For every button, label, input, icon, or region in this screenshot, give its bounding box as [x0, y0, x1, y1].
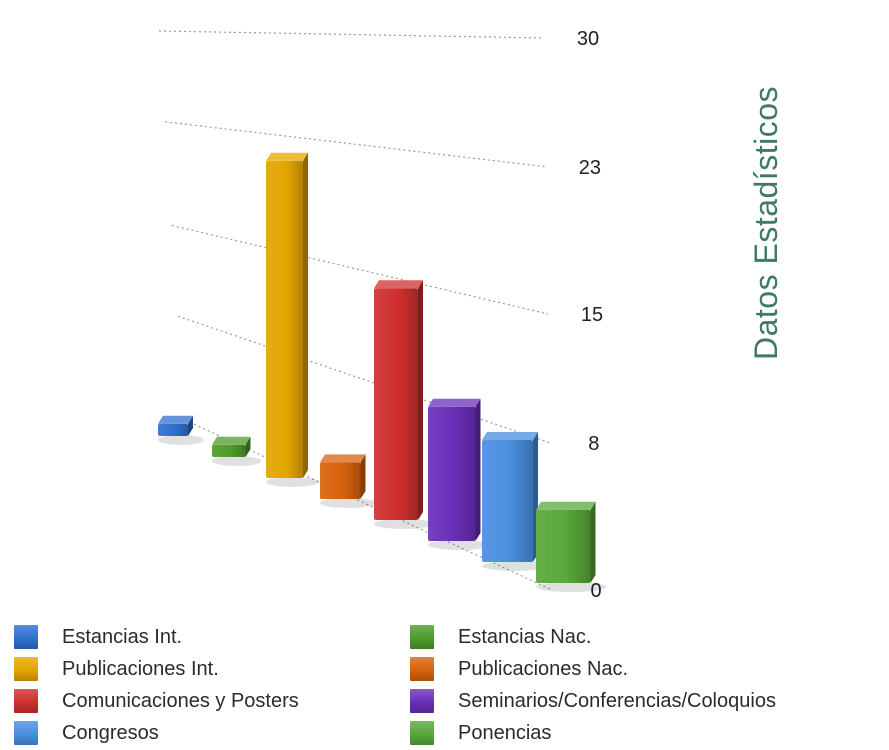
- bar: [428, 398, 492, 550]
- legend-label: Congresos: [62, 721, 159, 744]
- legend-swatch: [14, 689, 38, 713]
- legend-item-ponencias: Ponencias: [410, 720, 551, 746]
- legend: Estancias Int. Estancias Nac. Publicacio…: [0, 620, 889, 750]
- chart-title: Datos Estadísticos: [748, 86, 784, 360]
- y-tick-label: 0: [590, 580, 601, 602]
- legend-item-estancias-int: Estancias Int.: [14, 624, 182, 650]
- legend-item-seminarios: Seminarios/Conferencias/Coloquios: [410, 688, 776, 714]
- legend-item-congresos: Congresos: [14, 720, 159, 746]
- legend-label: Comunicaciones y Posters: [62, 689, 299, 712]
- bar: [212, 436, 262, 466]
- bar: [320, 454, 377, 508]
- legend-swatch: [14, 721, 38, 745]
- legend-swatch: [410, 689, 434, 713]
- bar: [536, 501, 607, 592]
- legend-swatch: [410, 657, 434, 681]
- gridline: [171, 224, 549, 315]
- legend-label: Publicaciones Int.: [62, 657, 219, 680]
- legend-label: Estancias Int.: [62, 625, 183, 648]
- bars: [158, 152, 607, 592]
- legend-swatch: [410, 721, 434, 745]
- y-tick-label: 8: [588, 433, 599, 455]
- bar: [266, 152, 319, 487]
- legend-item-comunicaciones: Comunicaciones y Posters: [14, 688, 299, 714]
- legend-label: Estancias Nac.: [458, 625, 592, 648]
- gridline: [164, 121, 546, 168]
- gridline: [158, 30, 545, 39]
- y-tick-label: 23: [579, 157, 601, 179]
- y-tick-label: 30: [577, 28, 599, 50]
- bar: [158, 415, 204, 445]
- legend-label: Seminarios/Conferencias/Coloquios: [458, 689, 776, 712]
- gridline: [177, 315, 551, 444]
- legend-label: Publicaciones Nac.: [458, 657, 629, 680]
- y-axis-ticks: 0 8 15 23 30: [577, 28, 603, 602]
- bar: [374, 280, 434, 529]
- gridlines: [158, 30, 553, 591]
- legend-swatch: [14, 625, 38, 649]
- legend-swatch: [14, 657, 38, 681]
- legend-item-publicaciones-int: Publicaciones Int.: [14, 656, 219, 682]
- y-tick-label: 15: [581, 304, 603, 326]
- legend-swatch: [410, 625, 434, 649]
- legend-label: Ponencias: [458, 721, 552, 744]
- bar: [482, 432, 549, 571]
- chart: 0 8 15 23 30: [158, 28, 607, 602]
- legend-item-publicaciones-nac: Publicaciones Nac.: [410, 656, 628, 682]
- legend-item-estancias-nac: Estancias Nac.: [410, 624, 591, 650]
